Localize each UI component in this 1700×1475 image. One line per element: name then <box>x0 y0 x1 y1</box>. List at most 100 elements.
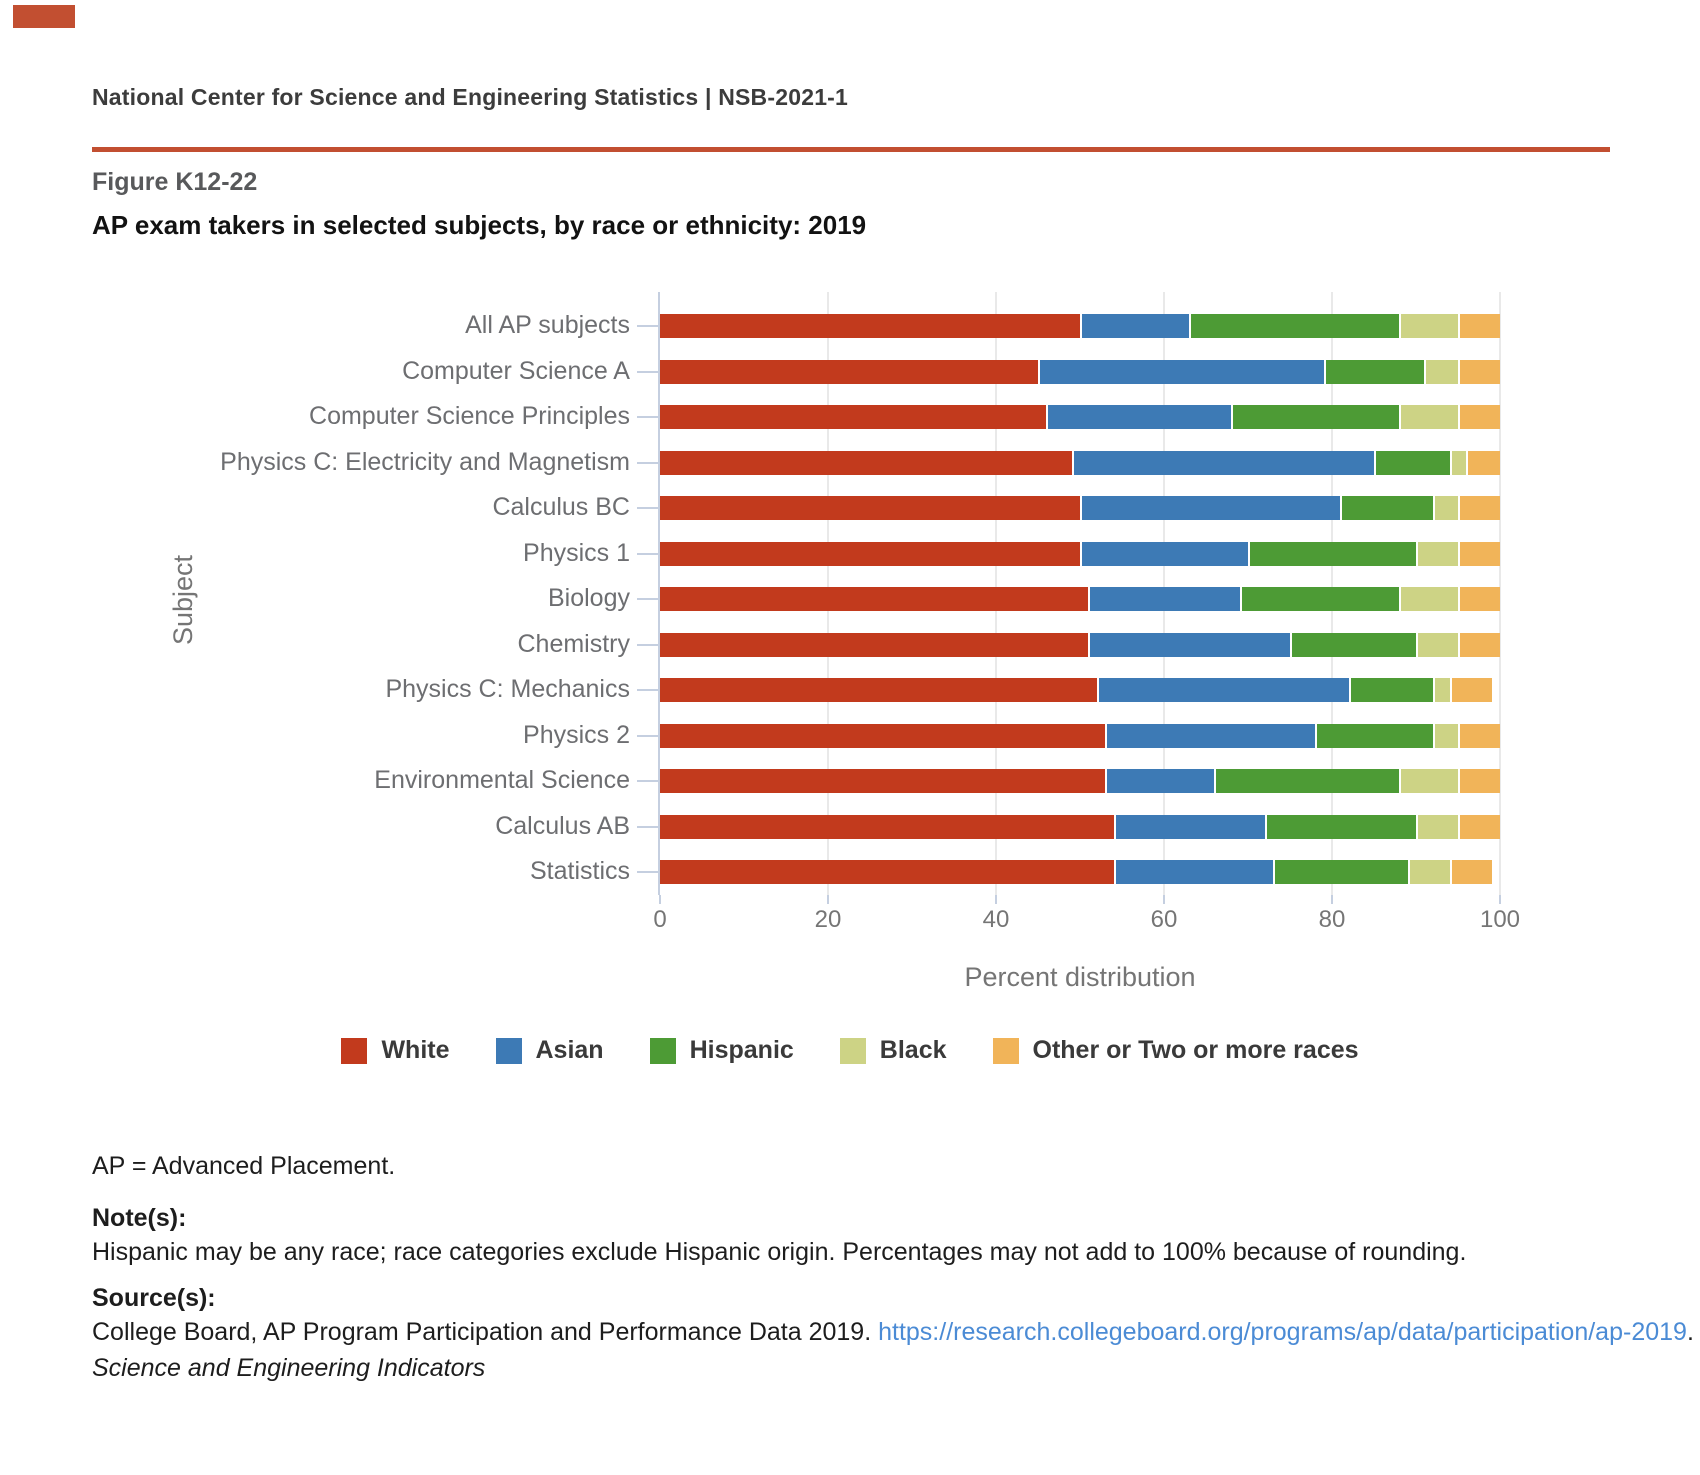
bar-segment-black <box>1415 814 1458 839</box>
bar-segment-black <box>1415 632 1458 657</box>
bar-row <box>660 769 1500 793</box>
bar-segment-hispanic <box>1348 678 1433 702</box>
bar-row <box>660 496 1500 520</box>
bar-segment-asian <box>1096 678 1349 702</box>
sources-text: College Board, AP Program Participation … <box>92 1316 1694 1348</box>
row-label: Physics 1 <box>523 538 630 567</box>
bar-segment-other-or-two-or-more-races <box>1457 314 1500 338</box>
row-label: Biology <box>548 584 630 612</box>
bar-segment-white <box>660 678 1097 702</box>
row-tick <box>637 871 658 873</box>
legend-item: Hispanic <box>649 1036 794 1065</box>
legend-swatch <box>649 1037 676 1064</box>
bar-segment-other-or-two-or-more-races <box>1449 678 1492 702</box>
row-label: Calculus BC <box>492 493 630 521</box>
bar-segment-black <box>1399 587 1458 611</box>
bar-row <box>660 723 1500 748</box>
bar-segment-asian <box>1113 814 1265 839</box>
row-label: Computer Science Principles <box>309 402 630 430</box>
notes-text: Hispanic may be any race; race categorie… <box>92 1238 1467 1266</box>
axis-tick-60 <box>1163 895 1165 904</box>
bar-segment-white <box>660 496 1080 520</box>
notes-heading: Note(s): <box>92 1204 187 1232</box>
row-tick <box>637 689 658 691</box>
bar-segment-other-or-two-or-more-races <box>1457 632 1500 657</box>
legend-swatch <box>839 1037 866 1064</box>
legend-item: White <box>341 1036 450 1065</box>
row-tick <box>637 643 658 646</box>
bar-segment-white <box>660 860 1114 884</box>
bar-segment-hispanic <box>1231 405 1400 429</box>
x-tick-label-100: 100 <box>1479 906 1521 933</box>
bar-segment-black <box>1399 769 1458 793</box>
abbreviation-note: AP = Advanced Placement. <box>92 1152 396 1180</box>
bar-segment-hispanic <box>1273 860 1408 884</box>
bar-segment-other-or-two-or-more-races <box>1457 587 1500 611</box>
bar-segment-white <box>660 814 1114 839</box>
row-label: Statistics <box>529 857 630 885</box>
bar-segment-white <box>660 632 1089 657</box>
x-tick-label-80: 80 <box>1318 906 1346 933</box>
y-axis-line <box>658 292 660 895</box>
bar-segment-other-or-two-or-more-races <box>1458 541 1500 566</box>
legend-swatch <box>341 1037 368 1064</box>
bar-row <box>660 814 1500 839</box>
sources-heading: Source(s): <box>92 1284 216 1312</box>
chart-title: AP exam takers in selected subjects, by … <box>92 210 867 240</box>
axis-tick-80 <box>1331 895 1333 904</box>
bar-segment-other-or-two-or-more-races <box>1457 723 1500 748</box>
bar-segment-white <box>660 450 1072 475</box>
row-label: Chemistry <box>517 629 630 658</box>
bar-segment-white <box>660 769 1106 793</box>
bar-segment-black <box>1399 314 1458 338</box>
bar-segment-hispanic <box>1264 814 1416 839</box>
bar-segment-asian <box>1080 541 1248 566</box>
bar-segment-asian <box>1046 405 1232 429</box>
axis-tick-100 <box>1499 895 1501 904</box>
row-tick <box>637 461 658 464</box>
axis-tick-40 <box>995 895 997 904</box>
bar-segment-black <box>1399 405 1458 429</box>
bar-segment-hispanic <box>1315 723 1433 748</box>
row-tick <box>637 552 658 555</box>
bar-segment-asian <box>1088 632 1290 657</box>
bar-segment-hispanic <box>1214 769 1400 793</box>
gridline-100 <box>1499 292 1501 895</box>
bar-segment-asian <box>1088 587 1240 611</box>
figure-label: Figure K12-22 <box>92 168 258 196</box>
brand-rule <box>92 147 1610 152</box>
legend-item: Asian <box>495 1036 604 1065</box>
bar-segment-asian <box>1038 359 1324 384</box>
x-tick-label-0: 0 <box>653 906 667 933</box>
axis-tick-0 <box>659 895 661 904</box>
bar-segment-asian <box>1105 769 1215 793</box>
bar-segment-other-or-two-or-more-races <box>1457 814 1500 839</box>
bar-segment-hispanic <box>1323 359 1425 384</box>
bar-row <box>660 587 1500 611</box>
publication-name: Science and Engineering Indicators <box>92 1354 486 1382</box>
row-tick <box>637 370 658 373</box>
ncses-brand-corner-block <box>13 5 75 28</box>
stacked-bar-chart: Subject Percent distribution 0 20 40 60 80 10… <box>168 292 1521 992</box>
sources-suffix: . <box>1686 1318 1694 1346</box>
legend-label: Black <box>879 1036 947 1064</box>
bar-segment-asian <box>1080 496 1341 520</box>
bar-segment-other-or-two-or-more-races <box>1449 860 1492 884</box>
axis-tick-20 <box>827 895 829 904</box>
row-label: Physics 2 <box>523 720 630 749</box>
bar-segment-hispanic <box>1239 587 1400 611</box>
report-header: National Center for Science and Engineer… <box>92 84 849 110</box>
row-label: Environmental Science <box>374 766 630 794</box>
legend-item: Other or Two or more races <box>992 1036 1359 1065</box>
bar-segment-white <box>660 723 1106 748</box>
bar-segment-black <box>1432 496 1458 520</box>
bar-row <box>660 450 1500 475</box>
bar-segment-white <box>660 541 1080 566</box>
bar-segment-black <box>1432 723 1458 748</box>
row-tick <box>637 507 658 509</box>
bar-segment-asian <box>1071 450 1374 475</box>
sources-link[interactable]: https://research.collegeboard.org/progra… <box>878 1318 1687 1346</box>
bar-row <box>660 405 1500 429</box>
row-label: Physics C: Electricity and Magnetism <box>220 447 630 476</box>
